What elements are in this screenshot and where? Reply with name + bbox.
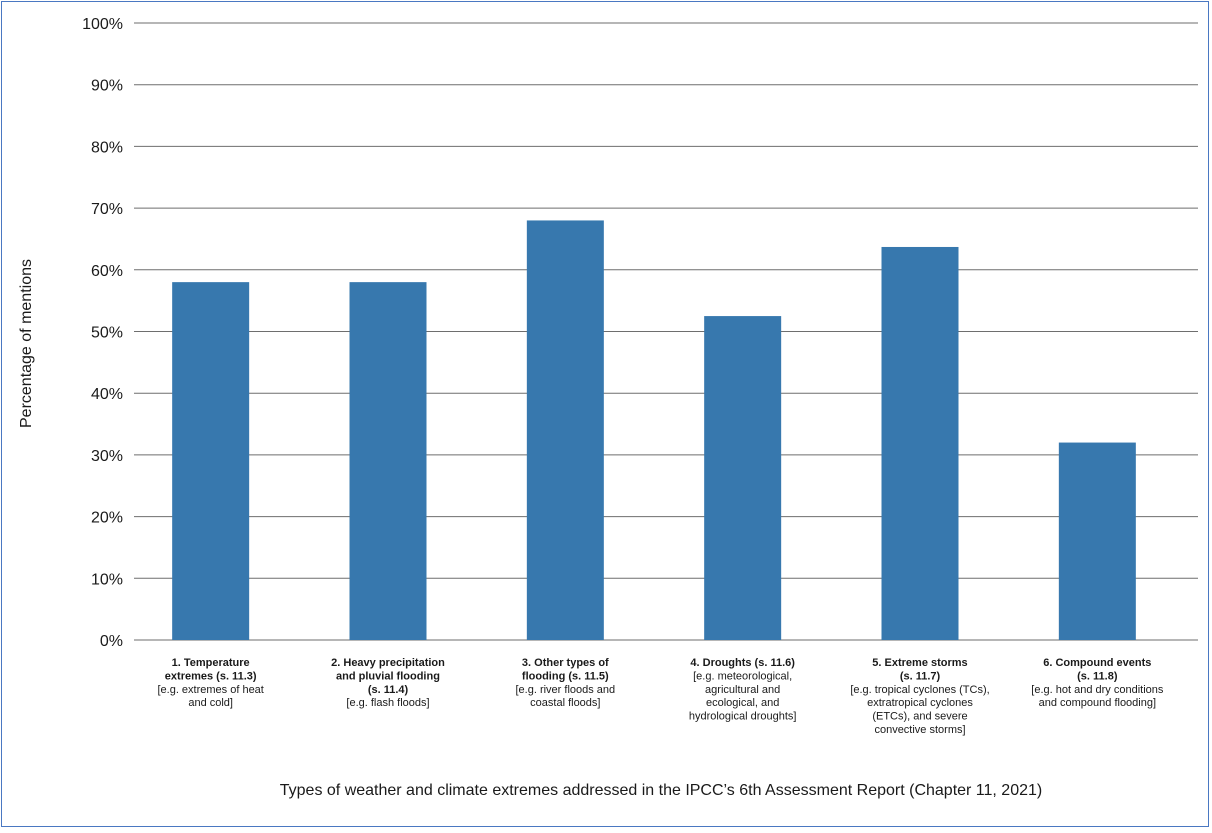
y-tick-label: 70%	[91, 201, 123, 218]
category-title: (s. 11.8)	[1077, 670, 1118, 682]
y-tick-label: 60%	[91, 263, 123, 280]
gridlines	[134, 22, 1198, 641]
category-description: [e.g. extremes of heat	[157, 684, 263, 696]
bar	[349, 282, 427, 640]
bar	[704, 316, 782, 640]
category-description: [e.g. hot and dry conditions	[1031, 684, 1164, 696]
y-tick-label: 30%	[91, 448, 123, 465]
category-title: and pluvial flooding	[336, 670, 440, 682]
y-tick-label: 0%	[100, 633, 123, 650]
category-description: extratropical cyclones	[867, 697, 973, 709]
category-description: [e.g. river floods and	[515, 684, 615, 696]
bars	[172, 220, 1136, 640]
category-description: agricultural and	[705, 684, 780, 696]
x-axis-label: Types of weather and climate extremes ad…	[280, 782, 1042, 799]
y-tick-label: 40%	[91, 386, 123, 403]
y-axis-ticks: 0% 10% 20% 30% 40% 50% 60% 70% 80% 90% 100%	[82, 16, 123, 650]
y-tick-label: 10%	[91, 571, 123, 588]
category-title: 1. Temperature	[172, 657, 250, 669]
bar	[526, 220, 604, 640]
category-description: [e.g. meteorological,	[693, 670, 792, 682]
category-title: extremes (s. 11.3)	[165, 670, 257, 682]
bar	[1058, 442, 1136, 640]
category-title: flooding (s. 11.5)	[522, 670, 609, 682]
category-description: and compound flooding]	[1039, 697, 1156, 709]
y-tick-label: 20%	[91, 510, 123, 527]
category-description: [e.g. tropical cyclones (TCs),	[850, 684, 989, 696]
y-tick-label: 50%	[91, 325, 123, 342]
bar	[172, 282, 250, 640]
category-description: ecological, and	[706, 697, 779, 709]
category-title: 5. Extreme storms	[872, 657, 967, 669]
category-title: 3. Other types of	[522, 657, 609, 669]
category-description: (ETCs), and severe	[872, 711, 967, 723]
category-description: [e.g. flash floods]	[346, 697, 429, 709]
bar	[881, 246, 959, 640]
category-title: (s. 11.4)	[368, 684, 409, 696]
y-axis-label: Percentage of mentions	[18, 259, 35, 428]
y-tick-label: 90%	[91, 78, 123, 95]
category-description: convective storms]	[874, 724, 965, 736]
y-tick-label: 100%	[82, 16, 123, 33]
category-description: coastal floods]	[530, 697, 600, 709]
category-title: 4. Droughts (s. 11.6)	[690, 657, 795, 669]
category-description: hydrological droughts]	[689, 711, 797, 723]
category-title: 2. Heavy precipitation	[331, 657, 445, 669]
category-title: (s. 11.7)	[900, 670, 941, 682]
y-tick-label: 80%	[91, 139, 123, 156]
category-title: 6. Compound events	[1043, 657, 1151, 669]
category-description: and cold]	[188, 697, 233, 709]
